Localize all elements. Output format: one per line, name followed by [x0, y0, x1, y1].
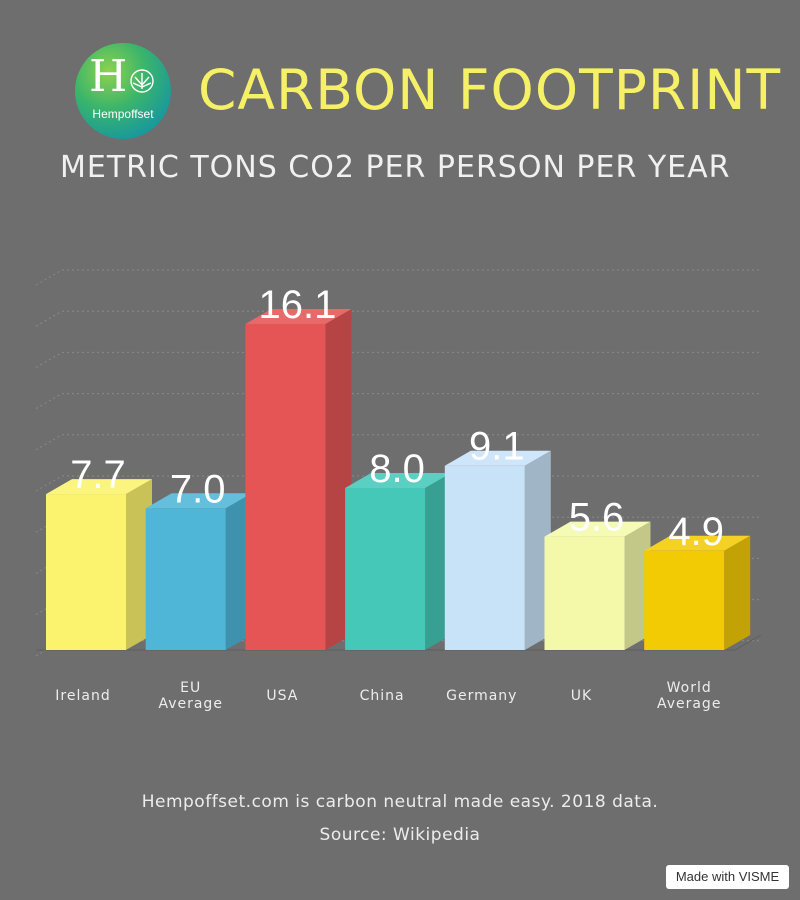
- bar-top: [345, 473, 452, 488]
- gridline-edge: [35, 351, 63, 368]
- data-label: 16.1: [258, 283, 336, 327]
- bar-top: [544, 521, 651, 537]
- bar: [644, 550, 725, 650]
- data-label: 7.0: [170, 467, 226, 511]
- data-label: 5.6: [569, 496, 625, 540]
- chart-subtitle: METRIC TONS CO2 PER PERSON PER YEAR: [60, 150, 731, 185]
- gridline-edge: [35, 269, 63, 286]
- footer-note: Hempoffset.com is carbon neutral made ea…: [141, 792, 659, 812]
- hemp-leaf-icon: [130, 69, 154, 93]
- gridline-edge: [35, 434, 63, 451]
- bar: [245, 323, 326, 650]
- chart-baseline-edge: [734, 634, 762, 651]
- bar: [345, 488, 426, 650]
- chart-title: CARBON FOOTPRINT: [198, 58, 782, 122]
- bar-side: [624, 521, 651, 650]
- x-tick-label: UK: [571, 688, 592, 704]
- gridline-edge: [35, 393, 63, 410]
- logo-text: Hempoffset: [92, 107, 154, 121]
- bar-side: [325, 308, 352, 650]
- gridline-edge: [35, 310, 63, 327]
- bar-side: [724, 535, 751, 650]
- bar-top: [644, 535, 751, 551]
- data-label: 8.0: [369, 447, 425, 491]
- x-tick-label: USA: [266, 688, 298, 704]
- data-label: 9.1: [469, 425, 525, 469]
- x-tick-label: China: [360, 688, 405, 704]
- bar: [46, 494, 126, 650]
- bar-chart: 7.7 Ireland 7.0 EU Average 16.1 USA 8.0 China 9.1…: [35, 269, 762, 712]
- bar-top: [46, 479, 152, 495]
- bar: [544, 536, 625, 650]
- bar-side: [225, 493, 252, 650]
- bar-side: [524, 450, 551, 650]
- bar: [444, 465, 525, 650]
- footer-source: Source: Wikipedia: [319, 825, 481, 845]
- made-with-visme-badge[interactable]: Made with VISME: [666, 865, 789, 889]
- bar-side: [126, 479, 152, 650]
- logo-letter: H: [89, 51, 128, 102]
- x-tick-label: Germany: [446, 688, 517, 704]
- bar-side: [425, 473, 452, 650]
- bar-top: [245, 308, 352, 324]
- data-label: 4.9: [668, 510, 724, 554]
- hempoffset-logo: H Hempoffset: [75, 43, 171, 139]
- x-tick-label: EU Average: [158, 680, 223, 712]
- gridline-edge: [35, 475, 63, 492]
- data-label: 7.7: [70, 453, 126, 497]
- x-tick-label: World Average: [657, 680, 722, 712]
- bar-top: [145, 493, 252, 509]
- bar: [145, 508, 226, 650]
- bar-top: [444, 450, 551, 466]
- x-tick-label: Ireland: [55, 688, 110, 704]
